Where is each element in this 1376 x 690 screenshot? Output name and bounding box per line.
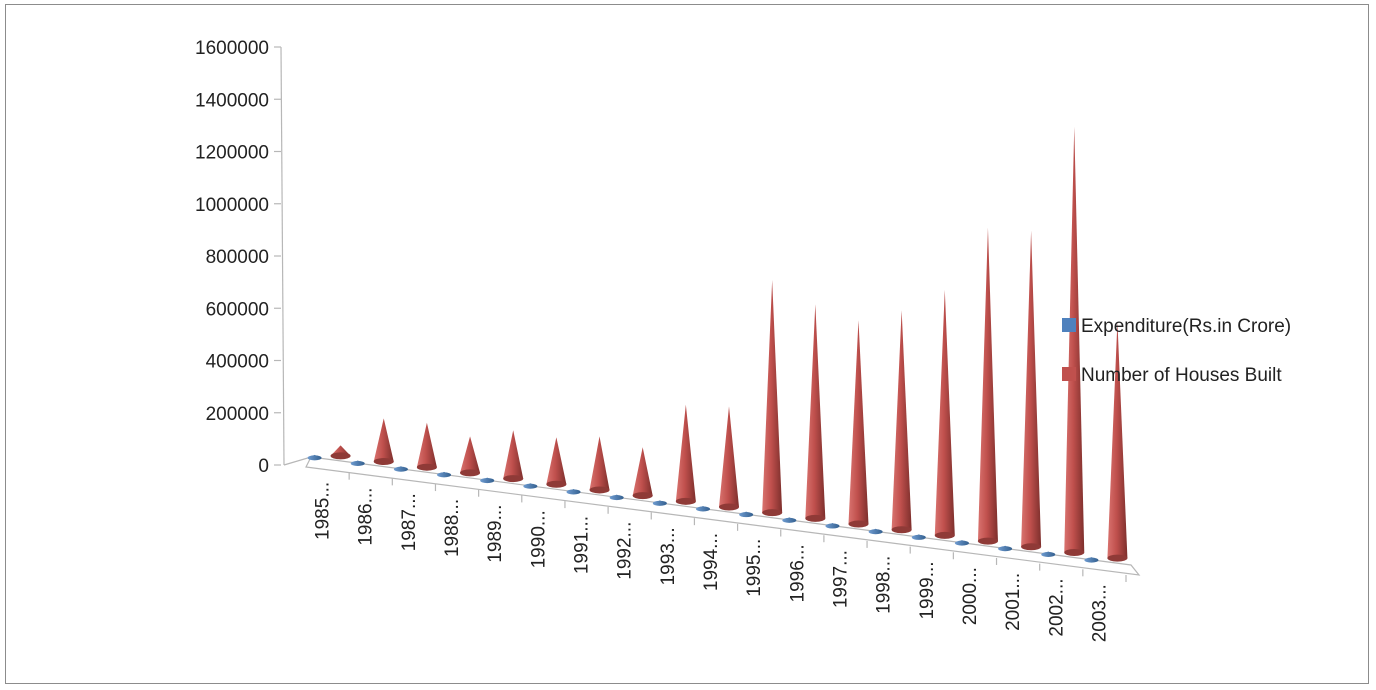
expenditure-cone-body <box>393 466 408 470</box>
x-tick-label: 1999... <box>917 561 938 619</box>
x-tick-label: 1997... <box>830 550 851 608</box>
houses-built-cone <box>934 289 955 536</box>
houses-built-cone <box>1107 321 1128 559</box>
x-tick-label: 2002... <box>1046 578 1067 636</box>
expenditure-cone-body <box>350 460 365 464</box>
houses-built-cone-base <box>762 509 783 517</box>
houses-built-cone-base <box>589 486 610 494</box>
expenditure-cone-body <box>437 471 452 475</box>
x-tick-label: 2000... <box>960 567 981 625</box>
y-tick-label: 1000000 <box>195 195 269 216</box>
x-tick-label: 1998... <box>874 556 895 614</box>
legend: Expenditure(Rs.in Crore) Number of House… <box>1062 316 1291 386</box>
houses-built-cone <box>1021 230 1042 547</box>
y-tick-label: 200000 <box>206 404 269 425</box>
y-tick-label: 800000 <box>206 247 269 268</box>
axes <box>280 46 1141 576</box>
houses-built-cone-base <box>330 452 351 460</box>
x-tick-label: 1996... <box>787 544 808 602</box>
houses-built-cone <box>503 430 524 479</box>
x-tick-label: 1991... <box>572 516 593 574</box>
expenditure-cone-body <box>739 511 754 515</box>
expenditure-cone-body <box>652 500 667 504</box>
expenditure-cone-body <box>825 523 840 527</box>
houses-built-cone <box>632 447 653 496</box>
x-tick-label: 1992... <box>615 522 636 580</box>
x-tick-label: 1993... <box>658 527 679 585</box>
houses-built-cone <box>848 320 869 525</box>
houses-built-cone <box>891 310 912 530</box>
houses-built-cone <box>373 418 394 462</box>
y-tick-label: 0 <box>258 456 269 477</box>
expenditure-cone-body <box>782 517 797 521</box>
houses-built-cone <box>762 280 783 513</box>
legend-swatch-expenditure <box>1062 318 1076 332</box>
legend-swatch-houses <box>1062 367 1076 381</box>
houses-built-cone <box>416 422 437 468</box>
x-tick-label: 2001... <box>1003 573 1024 631</box>
x-tick-label: 1990... <box>528 510 549 568</box>
houses-built-cone-base <box>805 514 826 522</box>
houses-built-cone <box>1064 126 1085 553</box>
expenditure-cone-body <box>1041 551 1056 555</box>
houses-built-cone-base <box>1021 543 1042 551</box>
houses-built-cone <box>546 437 567 485</box>
houses-built-cone <box>675 404 696 502</box>
houses-built-cone-base <box>675 497 696 505</box>
expenditure-cone-body <box>566 488 581 492</box>
y-axis-line <box>280 46 285 466</box>
houses-built-cone-base <box>1107 554 1128 562</box>
expenditure-cone-body <box>609 494 624 498</box>
legend-label-expenditure: Expenditure(Rs.in Crore) <box>1081 316 1291 337</box>
x-tick-label: 1986... <box>356 488 377 546</box>
houses-built-cone-base <box>934 531 955 539</box>
houses-built-cone-base <box>460 469 481 477</box>
y-tick-label: 1400000 <box>195 90 269 111</box>
houses-built-cone <box>460 436 481 473</box>
houses-built-cone <box>589 436 610 490</box>
expenditure-cone-body <box>911 534 926 538</box>
houses-built-cone-base <box>632 492 653 500</box>
houses-built-cone-base <box>848 520 869 528</box>
expenditure-cone-body <box>1084 557 1099 561</box>
expenditure-cone-body <box>480 477 495 481</box>
x-tick-label: 1994... <box>701 533 722 591</box>
x-tick-label: 1988... <box>442 499 463 557</box>
floor <box>283 456 1141 576</box>
expenditure-cone-body <box>998 545 1013 549</box>
x-tick-label: 2003... <box>1089 584 1110 642</box>
x-axis-ticks: 1985... 1986... 1987... 1988... 1989... 1990.… <box>313 472 1127 642</box>
houses-built-cone-base <box>546 480 567 488</box>
expenditure-cone-body <box>696 506 710 509</box>
houses-built-cone <box>805 304 826 519</box>
x-tick-label: 1985... <box>313 482 334 540</box>
houses-built-cone-base <box>891 526 912 534</box>
x-tick-label: 1995... <box>744 539 765 597</box>
expenditure-cone-body <box>868 528 883 532</box>
houses-built-cone <box>719 406 739 507</box>
x-tick-label: 1987... <box>399 493 420 551</box>
chart-area: 0 200000 400000 600000 800000 1000000 1200000 1… <box>5 4 1369 684</box>
y-tick-label: 600000 <box>206 299 269 320</box>
y-axis-ticks: 0 200000 400000 600000 800000 1000000 1200000 1… <box>195 38 281 477</box>
data-marks <box>307 126 1128 563</box>
houses-built-cone-base <box>719 503 739 511</box>
houses-built-cone-base <box>977 537 998 545</box>
legend-label-houses: Number of Houses Built <box>1081 365 1282 386</box>
y-tick-label: 1200000 <box>195 143 269 164</box>
expenditure-cone-body <box>954 540 969 544</box>
houses-built-cone-base <box>416 463 437 471</box>
expenditure-cone-body <box>307 454 322 458</box>
y-tick-label: 400000 <box>206 352 269 373</box>
y-tick-label: 1600000 <box>195 38 269 59</box>
x-tick-label: 1989... <box>485 505 506 563</box>
houses-built-cone-base <box>1064 548 1085 556</box>
houses-built-cone-base <box>503 475 524 483</box>
expenditure-cone-body <box>523 483 538 487</box>
cone-chart: 0 200000 400000 600000 800000 1000000 1200000 1… <box>195 38 1291 642</box>
houses-built-cone-base <box>373 458 394 466</box>
houses-built-cone <box>977 227 998 542</box>
